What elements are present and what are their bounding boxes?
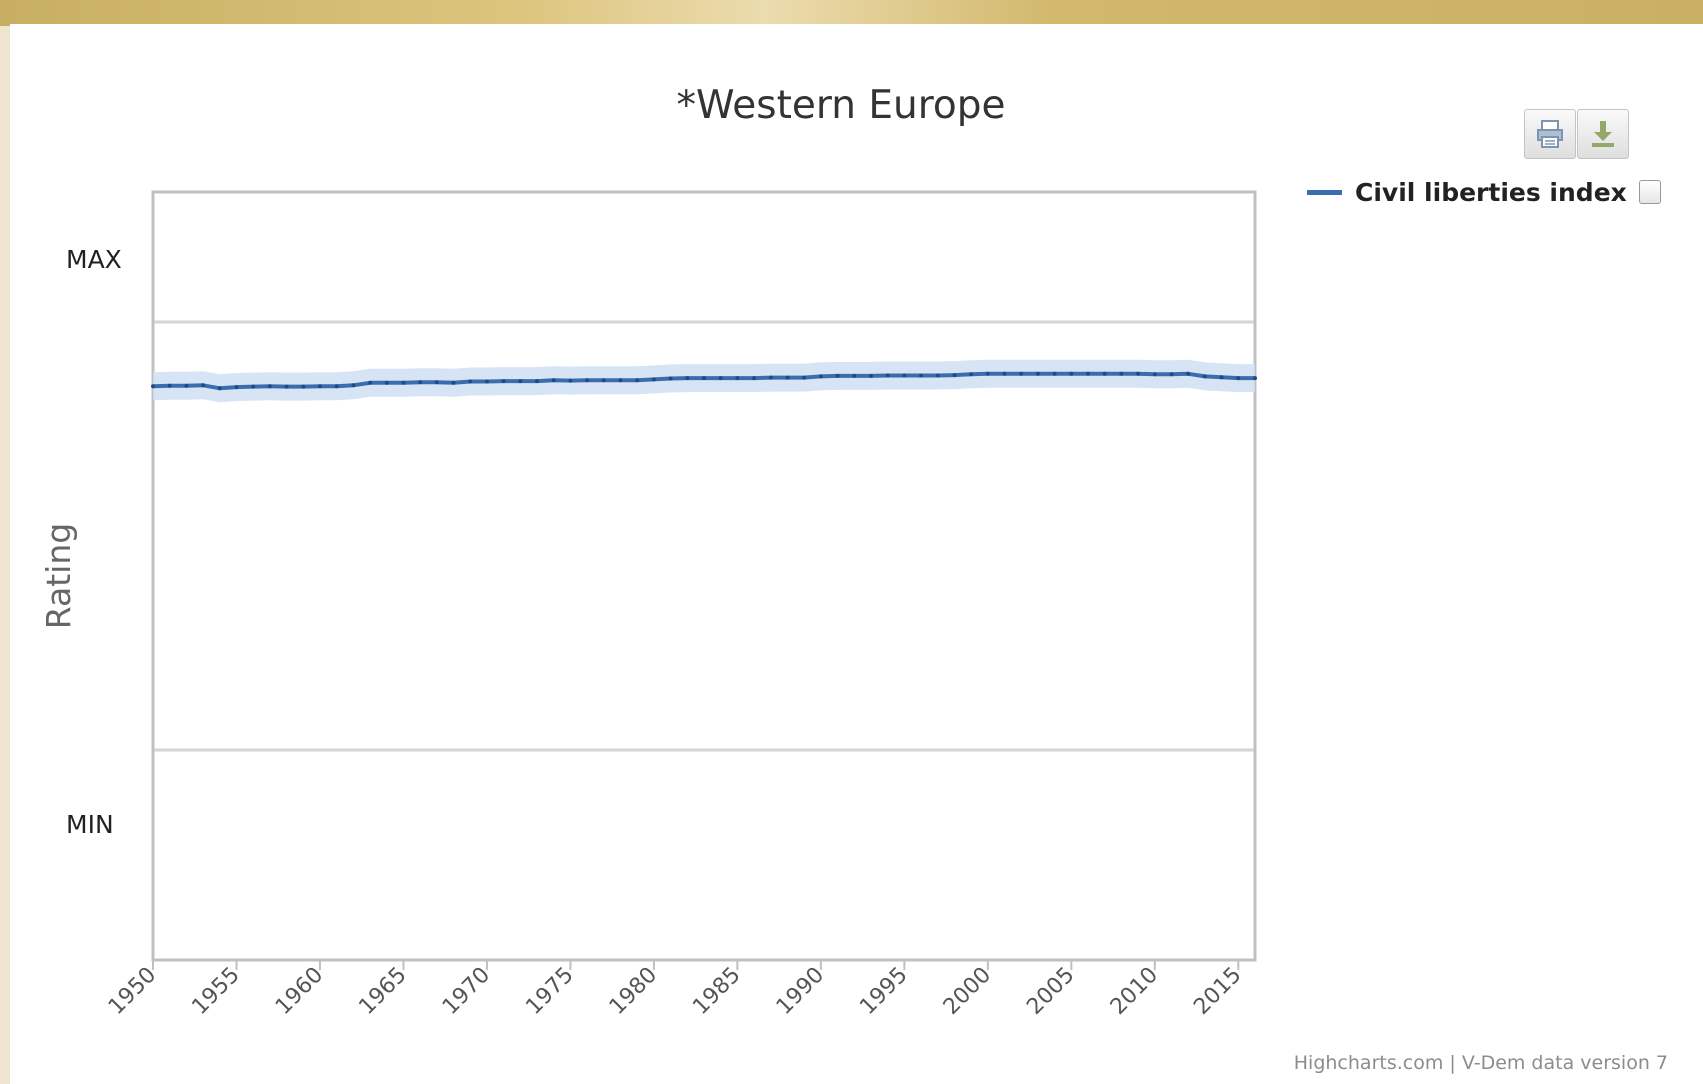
data-point xyxy=(651,377,656,382)
x-tick-label: 1980 xyxy=(605,963,662,1020)
data-point xyxy=(551,378,556,383)
data-point xyxy=(1069,371,1074,376)
data-point xyxy=(852,373,857,378)
data-point xyxy=(752,376,757,381)
data-point xyxy=(618,378,623,383)
chart-panel: *Western Europe Rating MAX MIN 1950 1955 1960 1… xyxy=(10,24,1703,1084)
data-point xyxy=(351,383,356,388)
data-point xyxy=(1219,375,1224,380)
x-tick-label: 2015 xyxy=(1189,963,1246,1020)
data-point xyxy=(768,375,773,380)
data-point xyxy=(1253,376,1257,381)
data-point xyxy=(484,379,489,384)
data-point xyxy=(318,384,322,389)
data-point xyxy=(151,384,155,389)
data-point xyxy=(685,376,690,381)
line-chart: *Western Europe Rating MAX MIN 1950 1955 1960 1… xyxy=(39,83,1257,1020)
x-tick-label: 1970 xyxy=(438,963,495,1020)
data-point xyxy=(217,386,222,391)
x-tick-label: 1960 xyxy=(271,963,328,1020)
x-tick-label: 2000 xyxy=(939,963,996,1020)
data-point xyxy=(384,380,389,385)
data-point xyxy=(1236,376,1241,381)
x-tick-label: 1975 xyxy=(521,963,578,1020)
legend-label: Civil liberties index xyxy=(1355,177,1627,207)
data-point xyxy=(1019,371,1024,376)
data-point xyxy=(585,378,590,383)
x-tick-label: 2010 xyxy=(1106,963,1163,1020)
data-point xyxy=(835,373,840,378)
data-point xyxy=(702,376,706,381)
data-point xyxy=(301,384,306,389)
x-tick-label: 1965 xyxy=(354,963,411,1020)
data-point xyxy=(451,380,456,385)
data-point xyxy=(935,373,940,378)
chart-title: *Western Europe xyxy=(677,83,1006,128)
data-point xyxy=(601,378,606,383)
data-point xyxy=(1035,371,1040,376)
data-point xyxy=(1119,371,1124,376)
data-point xyxy=(1002,371,1007,376)
data-point xyxy=(234,385,239,390)
x-tick-label: 2005 xyxy=(1022,963,1079,1020)
data-point xyxy=(284,384,289,389)
data-point xyxy=(1202,374,1207,379)
data-point xyxy=(785,375,790,380)
y-tick-label: MIN xyxy=(66,810,114,839)
data-point xyxy=(267,384,272,389)
plot-border xyxy=(151,190,1257,962)
data-point xyxy=(568,378,573,383)
top-decorative-band xyxy=(0,0,1703,26)
data-point xyxy=(1186,371,1191,376)
legend-item-civil-liberties[interactable]: Civil liberties index xyxy=(1307,174,1661,210)
data-point xyxy=(334,384,339,389)
y-tick-label: MAX xyxy=(66,245,122,274)
data-point xyxy=(985,371,990,376)
data-point xyxy=(635,378,640,383)
x-tick-label: 1985 xyxy=(688,963,745,1020)
print-button[interactable] xyxy=(1524,109,1576,159)
data-point xyxy=(1102,371,1107,376)
data-point xyxy=(869,373,873,378)
x-tick-label: 1950 xyxy=(104,963,161,1020)
data-point xyxy=(902,373,907,378)
x-tick-label: 1995 xyxy=(855,963,912,1020)
data-point xyxy=(501,379,506,384)
data-point xyxy=(401,380,406,385)
data-point xyxy=(201,383,206,388)
data-point xyxy=(1169,372,1174,377)
printer-icon xyxy=(1537,120,1563,148)
download-button[interactable] xyxy=(1577,109,1629,159)
data-point xyxy=(1086,371,1090,376)
data-point xyxy=(1052,371,1057,376)
data-point xyxy=(919,373,924,378)
data-point xyxy=(167,383,172,388)
data-point xyxy=(802,375,807,380)
confidence-band xyxy=(153,359,1255,403)
data-point xyxy=(1152,372,1157,377)
data-point xyxy=(368,380,373,385)
data-point xyxy=(818,374,823,379)
x-tick-label: 1990 xyxy=(772,963,829,1020)
data-point xyxy=(718,376,723,381)
download-icon xyxy=(1592,121,1614,147)
data-point xyxy=(969,372,974,377)
x-tick-label: 1955 xyxy=(187,963,244,1020)
data-point xyxy=(251,384,256,389)
data-point xyxy=(418,380,423,385)
data-point xyxy=(668,376,673,381)
data-point xyxy=(518,379,523,384)
data-point xyxy=(535,379,539,384)
data-point xyxy=(952,373,957,378)
data-point xyxy=(735,376,740,381)
y-axis-label: Rating xyxy=(39,523,78,629)
data-point xyxy=(184,383,189,388)
data-point xyxy=(1136,371,1141,376)
data-point xyxy=(468,379,473,384)
legend-line-marker xyxy=(1307,189,1342,195)
data-point xyxy=(885,373,890,378)
data-point xyxy=(434,380,439,385)
credits-text[interactable]: Highcharts.com | V-Dem data version 7 xyxy=(1293,1052,1668,1074)
legend-checkbox[interactable] xyxy=(1638,180,1661,204)
